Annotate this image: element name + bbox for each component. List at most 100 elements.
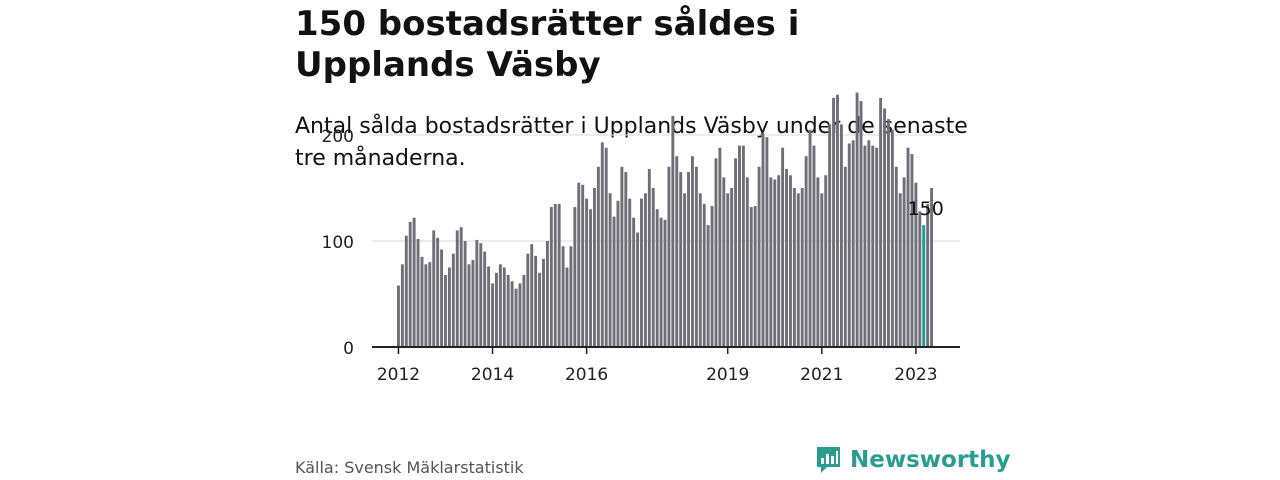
bar <box>596 166 600 347</box>
bar <box>722 177 726 347</box>
bar <box>843 166 847 347</box>
bar <box>589 209 592 347</box>
bar <box>792 188 796 347</box>
bar <box>640 198 643 347</box>
bar <box>894 166 898 347</box>
chart-title: 150 bostadsrätter såldes i Upplands Väsb… <box>295 4 800 85</box>
bar <box>914 182 918 347</box>
bar <box>447 267 451 347</box>
bar <box>785 168 788 347</box>
bar <box>569 246 573 347</box>
bar <box>400 264 404 347</box>
bar <box>828 124 832 348</box>
bar <box>749 207 753 347</box>
bar <box>773 179 777 347</box>
bar <box>706 225 710 347</box>
bar <box>467 264 471 347</box>
bar <box>440 249 444 347</box>
bar <box>585 198 589 347</box>
bar <box>745 177 749 347</box>
x-tick-label: 2019 <box>706 365 749 385</box>
bar <box>808 129 812 347</box>
bar <box>483 251 487 347</box>
bar <box>879 97 883 348</box>
bar <box>769 177 773 347</box>
bar <box>726 193 730 347</box>
bar <box>487 266 491 347</box>
bar <box>604 147 608 347</box>
bar <box>930 188 934 347</box>
brand-logo: Newsworthy <box>815 445 1011 475</box>
bar <box>781 147 785 347</box>
bar <box>863 145 867 347</box>
bar <box>659 217 663 347</box>
bar <box>428 262 432 347</box>
bar <box>887 119 890 347</box>
bar <box>632 217 636 347</box>
bar <box>530 244 534 347</box>
bar <box>777 175 781 347</box>
bar <box>847 143 851 347</box>
bar <box>593 188 596 347</box>
bar <box>855 92 859 347</box>
bar <box>412 217 416 347</box>
bar <box>561 246 565 347</box>
bar <box>616 200 620 347</box>
bar <box>526 253 530 347</box>
bar <box>647 168 651 347</box>
bar <box>553 203 557 347</box>
bar <box>495 272 498 347</box>
bar <box>691 156 694 347</box>
bar <box>702 203 706 347</box>
brand-name: Newsworthy <box>850 447 1011 473</box>
bar <box>643 193 647 347</box>
bar <box>730 188 734 347</box>
y-tick-label: 200 <box>322 127 354 147</box>
y-tick-label: 0 <box>343 339 354 359</box>
bar <box>898 193 902 347</box>
bar <box>479 243 483 347</box>
bar <box>600 142 604 347</box>
bar <box>926 203 930 347</box>
bar <box>471 260 475 347</box>
bar <box>538 272 542 347</box>
bar <box>577 182 581 347</box>
bar <box>667 166 671 347</box>
x-tick-label: 2021 <box>800 365 843 385</box>
bar <box>655 209 659 347</box>
newsworthy-logo-icon <box>817 447 840 473</box>
bar <box>867 140 871 347</box>
bar <box>714 158 718 347</box>
bar <box>671 115 675 347</box>
bar <box>663 219 667 347</box>
bar <box>789 175 792 347</box>
bar <box>397 285 400 347</box>
bar <box>565 267 569 347</box>
bar <box>522 274 526 347</box>
bar <box>436 237 440 347</box>
bar <box>820 193 824 347</box>
bar <box>475 239 479 347</box>
bar <box>890 129 894 347</box>
bar <box>851 140 855 347</box>
bar <box>875 147 879 347</box>
bar <box>734 158 738 347</box>
bar <box>463 241 467 347</box>
bar <box>718 147 722 347</box>
bar <box>455 230 459 347</box>
bar <box>542 259 545 347</box>
bar <box>573 207 577 347</box>
bar <box>694 166 698 347</box>
bar <box>839 124 843 348</box>
bar <box>557 203 561 347</box>
bar <box>738 145 741 347</box>
bar <box>620 166 624 347</box>
bar <box>871 145 875 347</box>
bar <box>451 253 455 347</box>
bar <box>651 188 655 347</box>
bar <box>510 281 514 347</box>
bar <box>416 238 420 347</box>
bar <box>624 172 628 347</box>
x-tick-label: 2023 <box>894 365 937 385</box>
bar <box>498 264 502 347</box>
